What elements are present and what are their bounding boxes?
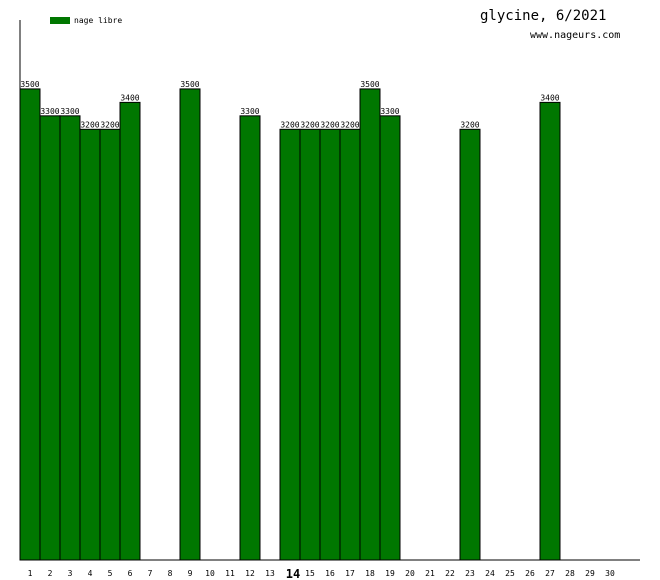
- x-tick-label: 28: [565, 569, 575, 578]
- data-label: 3400: [540, 93, 559, 102]
- data-label: 3300: [40, 107, 59, 116]
- bar: [99, 128, 121, 561]
- x-tick-label: 7: [148, 569, 153, 578]
- x-tick-label: 20: [405, 569, 415, 578]
- bar: [179, 88, 201, 561]
- x-tick-label: 19: [385, 569, 395, 578]
- x-tick-label: 21: [425, 569, 435, 578]
- x-tick-label: 29: [585, 569, 595, 578]
- x-tick-label: 17: [345, 569, 355, 578]
- bar: [299, 128, 321, 561]
- bar: [19, 88, 41, 561]
- legend: nage libre: [50, 16, 122, 25]
- bar: [59, 115, 81, 561]
- x-tick-label: 30: [605, 569, 615, 578]
- data-label: 3300: [60, 107, 79, 116]
- bar: [39, 115, 61, 561]
- x-tick-label: 2: [48, 569, 53, 578]
- x-tick-label: 5: [108, 569, 113, 578]
- legend-label: nage libre: [74, 16, 123, 25]
- bar: [319, 128, 341, 561]
- bar: [79, 128, 101, 561]
- data-label: 3200: [100, 120, 119, 129]
- legend-swatch: [50, 17, 70, 24]
- x-tick-label: 25: [505, 569, 515, 578]
- bar: [539, 101, 561, 561]
- x-tick-label: 3: [68, 569, 73, 578]
- chart-subtitle: www.nageurs.com: [530, 30, 621, 41]
- x-tick-label: 22: [445, 569, 455, 578]
- x-tick-label: 23: [465, 569, 475, 578]
- x-tick-label: 12: [245, 569, 255, 578]
- x-tick-label: 26: [525, 569, 535, 578]
- x-tick-label: 9: [188, 569, 193, 578]
- chart-title: glycine, 6/2021: [480, 8, 607, 24]
- data-label: 3200: [80, 120, 99, 129]
- x-tick-label: 27: [545, 569, 555, 578]
- data-label: 3200: [300, 120, 319, 129]
- bar: [459, 128, 481, 561]
- x-tick-label: 14: [286, 567, 300, 580]
- x-tick-label: 4: [88, 569, 93, 578]
- data-label: 3200: [460, 120, 479, 129]
- x-tick-label: 18: [365, 569, 375, 578]
- x-tick-label: 8: [168, 569, 173, 578]
- x-tick-label: 24: [485, 569, 495, 578]
- data-label: 3500: [180, 80, 199, 89]
- data-label: 3400: [120, 93, 139, 102]
- x-tick-label: 15: [305, 569, 315, 578]
- data-label: 3200: [340, 120, 359, 129]
- x-tick-label: 11: [225, 569, 235, 578]
- data-label: 3500: [20, 80, 39, 89]
- x-tick-label: 16: [325, 569, 335, 578]
- x-tick-label: 10: [205, 569, 215, 578]
- bar: [239, 115, 261, 561]
- data-label: 3300: [240, 107, 259, 116]
- data-label: 3300: [380, 107, 399, 116]
- x-tick-label: 13: [265, 569, 275, 578]
- x-tick-label: 6: [128, 569, 133, 578]
- x-tick-label: 1: [28, 569, 33, 578]
- bar: [279, 128, 301, 561]
- bar: [119, 101, 141, 561]
- bar: [359, 88, 381, 561]
- data-label: 3500: [360, 80, 379, 89]
- bar: [379, 115, 401, 561]
- bar: [339, 128, 361, 561]
- data-label: 3200: [320, 120, 339, 129]
- data-label: 3200: [280, 120, 299, 129]
